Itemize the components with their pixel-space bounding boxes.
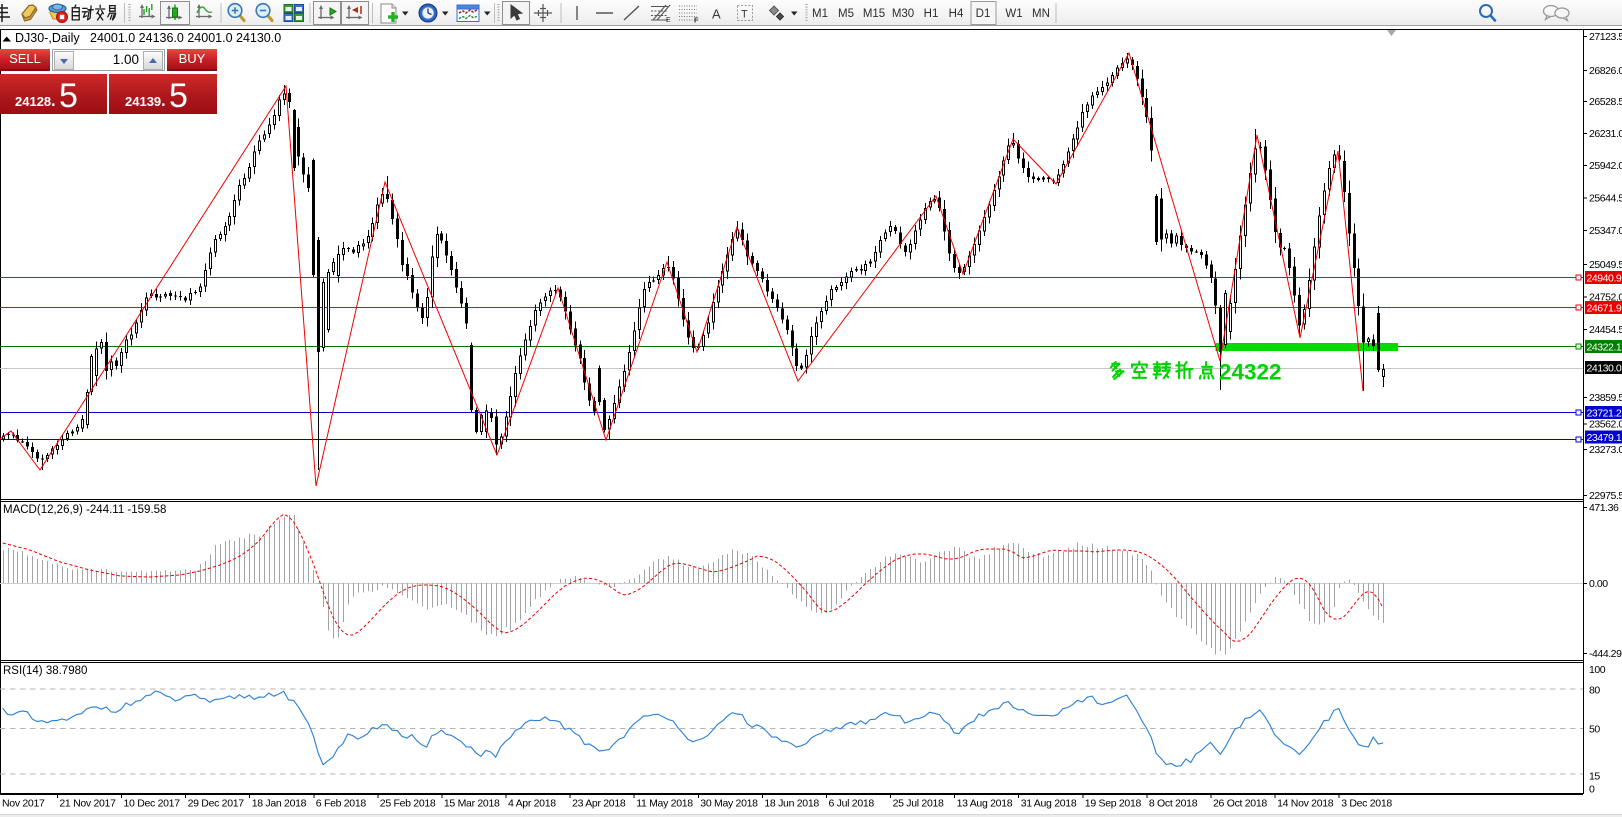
svg-text:18 Jan 2018: 18 Jan 2018 <box>252 798 307 810</box>
svg-text:E: E <box>666 17 671 24</box>
svg-text:M1: M1 <box>812 8 828 20</box>
svg-text:26826.0: 26826.0 <box>1589 65 1622 77</box>
svg-text:25049.5: 25049.5 <box>1589 259 1622 271</box>
svg-text:6 Feb 2018: 6 Feb 2018 <box>316 798 367 810</box>
svg-text:H4: H4 <box>949 8 964 20</box>
svg-text:M30: M30 <box>892 8 914 20</box>
svg-text:24454.5: 24454.5 <box>1589 324 1622 336</box>
svg-text:23562.0: 23562.0 <box>1589 419 1622 431</box>
svg-text:Nov 2017: Nov 2017 <box>2 798 45 810</box>
svg-text:24322.1: 24322.1 <box>1587 342 1622 354</box>
svg-text:W1: W1 <box>1005 8 1022 20</box>
svg-text:10 Dec 2017: 10 Dec 2017 <box>124 798 181 810</box>
svg-text:23479.1: 23479.1 <box>1587 432 1622 444</box>
svg-text:0: 0 <box>1589 784 1595 796</box>
svg-text:100: 100 <box>1589 664 1606 676</box>
svg-text:F: F <box>694 16 699 25</box>
svg-text:14 Nov 2018: 14 Nov 2018 <box>1277 798 1334 810</box>
svg-text:8 Oct 2018: 8 Oct 2018 <box>1149 798 1198 810</box>
svg-text:80: 80 <box>1589 685 1600 697</box>
svg-text:0.00: 0.00 <box>1589 578 1608 590</box>
svg-text:MACD(12,26,9) -244.11 -159.58: MACD(12,26,9) -244.11 -159.58 <box>3 504 166 516</box>
svg-text:H1: H1 <box>924 8 939 20</box>
svg-text:24671.9: 24671.9 <box>1587 303 1622 315</box>
svg-text:15 Mar 2018: 15 Mar 2018 <box>444 798 500 810</box>
svg-text:25644.5: 25644.5 <box>1589 193 1622 205</box>
svg-text:24940.9: 24940.9 <box>1587 273 1622 285</box>
svg-text:6 Jul 2018: 6 Jul 2018 <box>829 798 875 810</box>
svg-text:23273.0: 23273.0 <box>1589 444 1622 456</box>
svg-text:21 Nov 2017: 21 Nov 2017 <box>59 798 116 810</box>
svg-text:22975.5: 22975.5 <box>1589 490 1622 502</box>
svg-text:M15: M15 <box>863 8 885 20</box>
svg-text:13 Aug 2018: 13 Aug 2018 <box>957 798 1013 810</box>
svg-text:MN: MN <box>1032 8 1050 20</box>
svg-text:T: T <box>741 9 748 21</box>
svg-text:26 Oct 2018: 26 Oct 2018 <box>1213 798 1267 810</box>
svg-text:29 Dec 2017: 29 Dec 2017 <box>188 798 245 810</box>
svg-text:19 Sep 2018: 19 Sep 2018 <box>1085 798 1142 810</box>
svg-text:50: 50 <box>1589 724 1600 736</box>
svg-text:DJ30-,Daily 24001.0 24136.0: DJ30-,Daily 24001.0 24136.0 24001.0 2413… <box>15 31 281 45</box>
svg-text:471.36: 471.36 <box>1589 502 1619 514</box>
svg-text:D1: D1 <box>976 8 991 20</box>
svg-text:31 Aug 2018: 31 Aug 2018 <box>1021 798 1077 810</box>
svg-text:23859.5: 23859.5 <box>1589 392 1622 404</box>
svg-text:M5: M5 <box>838 8 854 20</box>
svg-text:24752.0: 24752.0 <box>1589 292 1622 304</box>
svg-text:4 Apr 2018: 4 Apr 2018 <box>508 798 556 810</box>
svg-text:26231.0: 26231.0 <box>1589 128 1622 140</box>
svg-text:24322: 24322 <box>1219 360 1282 385</box>
svg-text:26528.5: 26528.5 <box>1589 96 1622 108</box>
svg-text:A: A <box>712 7 721 22</box>
svg-text:23721.2: 23721.2 <box>1587 408 1622 420</box>
svg-text:25 Feb 2018: 25 Feb 2018 <box>380 798 436 810</box>
svg-text:25347.0: 25347.0 <box>1589 225 1622 237</box>
svg-text:11 May 2018: 11 May 2018 <box>636 798 693 810</box>
svg-text:30 May 2018: 30 May 2018 <box>700 798 758 810</box>
svg-text:24130.0: 24130.0 <box>1587 363 1622 375</box>
svg-text:15: 15 <box>1589 771 1600 783</box>
svg-text:25942.0: 25942.0 <box>1589 160 1622 172</box>
svg-text:25 Jul 2018: 25 Jul 2018 <box>893 798 944 810</box>
svg-text:3 Dec 2018: 3 Dec 2018 <box>1341 798 1392 810</box>
svg-text:27123.5: 27123.5 <box>1589 31 1622 43</box>
svg-text:RSI(14) 38.7980: RSI(14) 38.7980 <box>3 665 87 677</box>
svg-text:18 Jun 2018: 18 Jun 2018 <box>764 798 819 810</box>
svg-text:23 Apr 2018: 23 Apr 2018 <box>572 798 626 810</box>
svg-text:-444.29: -444.29 <box>1589 648 1622 660</box>
